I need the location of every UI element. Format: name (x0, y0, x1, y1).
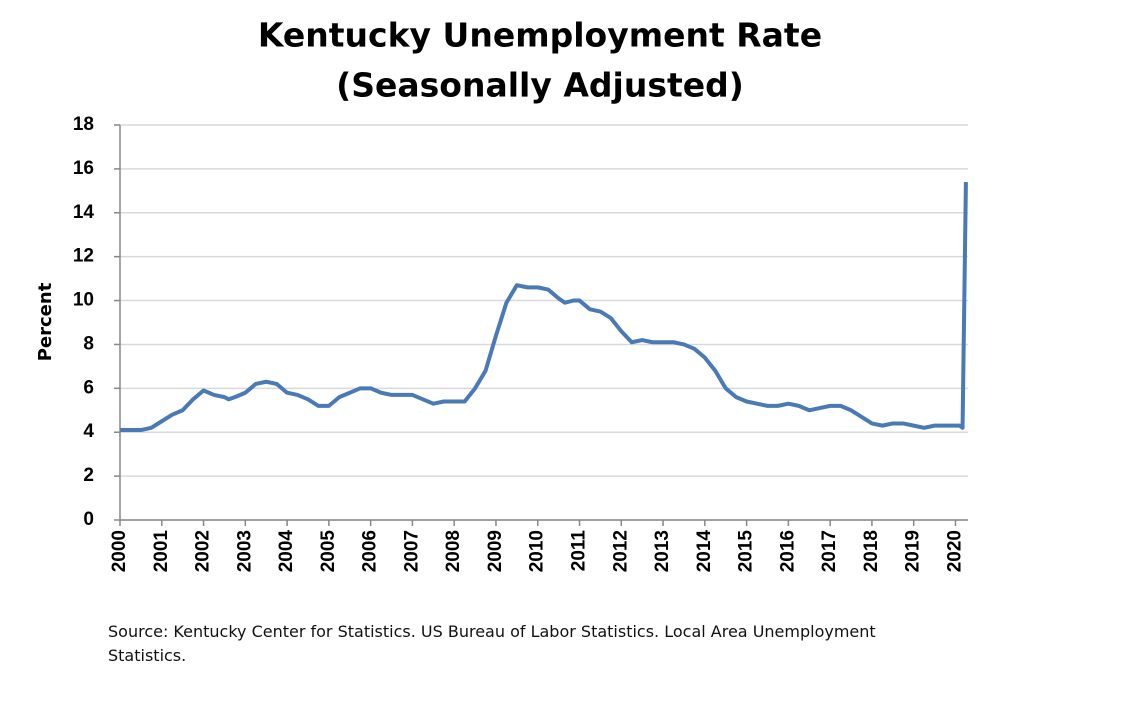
x-tick-label: 2006 (360, 530, 381, 572)
y-tick-label: 10 (73, 290, 94, 311)
x-tick-label: 2015 (736, 530, 757, 573)
y-tick-label: 0 (83, 509, 94, 530)
y-tick-label: 6 (83, 377, 94, 398)
x-tick-label: 2005 (318, 530, 339, 573)
data-line (120, 182, 968, 433)
y-tick-label: 8 (83, 333, 94, 354)
x-tick-label: 2019 (903, 530, 924, 572)
x-tick-label: 2011 (569, 530, 590, 572)
chart-subtitle: (Seasonally Adjusted) (336, 66, 744, 105)
x-tick-label: 2004 (276, 530, 297, 573)
x-tick-label: 2003 (234, 530, 255, 572)
x-tick-label: 2000 (109, 530, 130, 572)
x-tick-label: 2020 (944, 530, 965, 572)
x-tick-label: 2009 (485, 530, 506, 572)
y-axis-label: Percent (35, 282, 56, 361)
chart-title: Kentucky Unemployment Rate (258, 16, 822, 55)
x-tick-label: 2001 (151, 530, 172, 573)
x-tick-label: 2014 (694, 530, 715, 573)
x-tick-label: 2007 (401, 530, 422, 572)
x-tick-label: 2008 (443, 530, 464, 572)
y-tick-label: 18 (73, 114, 94, 135)
x-tick-label: 2016 (777, 530, 798, 572)
source-note: Source: Kentucky Center for Statistics. … (108, 622, 876, 665)
y-tick-label: 16 (73, 158, 94, 179)
x-tick-label: 2013 (652, 530, 673, 572)
x-tick-label: 2017 (819, 530, 840, 572)
x-tick-label: 2010 (527, 530, 548, 572)
y-tick-label: 14 (73, 202, 95, 223)
x-tick-label: 2018 (861, 530, 882, 572)
x-tick-label: 2012 (610, 530, 631, 572)
y-tick-label: 2 (83, 465, 94, 486)
y-tick-label: 12 (73, 246, 94, 267)
y-tick-label: 4 (83, 421, 94, 442)
x-tick-label: 2002 (193, 530, 214, 572)
